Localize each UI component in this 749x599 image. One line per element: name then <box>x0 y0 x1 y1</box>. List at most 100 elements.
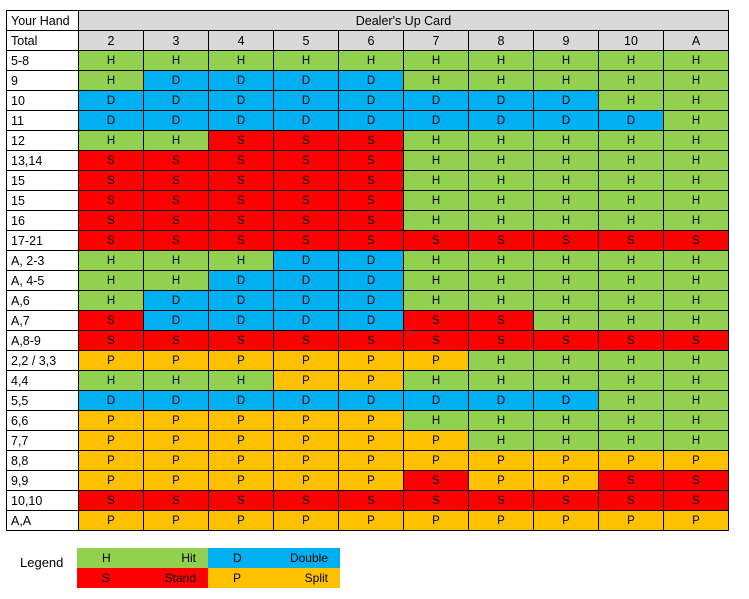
action-cell: D <box>78 90 144 111</box>
action-cell: D <box>273 90 339 111</box>
action-cell: H <box>598 170 664 191</box>
action-cell: S <box>533 330 599 351</box>
action-cell: D <box>338 250 404 271</box>
action-cell: D <box>273 270 339 291</box>
action-cell: H <box>468 410 534 431</box>
action-cell: P <box>403 450 469 471</box>
action-cell: S <box>273 230 339 251</box>
action-cell: S <box>663 470 729 491</box>
action-cell: P <box>273 510 339 531</box>
hand-total-label: 4,4 <box>6 370 79 391</box>
dealer-card-header: 7 <box>403 30 469 51</box>
action-cell: H <box>533 290 599 311</box>
action-cell: D <box>338 390 404 411</box>
hand-total-label: 5,5 <box>6 390 79 411</box>
table-row: A,7 S D D D D S S H H H <box>6 310 729 331</box>
action-cell: P <box>143 450 209 471</box>
action-cell: P <box>143 410 209 431</box>
dealer-card-header: A <box>663 30 729 51</box>
table-row: 12 H H S S S H H H H H <box>6 130 729 151</box>
action-cell: S <box>208 130 274 151</box>
dealer-card-header: 9 <box>533 30 599 51</box>
action-cell: S <box>273 150 339 171</box>
action-cell: H <box>598 410 664 431</box>
action-cell: S <box>78 490 144 511</box>
action-cell: H <box>143 250 209 271</box>
action-cell: S <box>78 190 144 211</box>
action-cell: H <box>598 290 664 311</box>
action-cell: P <box>338 430 404 451</box>
action-cell: D <box>143 390 209 411</box>
dealer-card-header: 3 <box>143 30 209 51</box>
legend-hit-code: H <box>102 551 111 565</box>
action-cell: H <box>143 50 209 71</box>
action-cell: H <box>533 70 599 91</box>
hand-total-label: 2,2 / 3,3 <box>6 350 79 371</box>
action-cell: H <box>143 370 209 391</box>
action-cell: P <box>208 470 274 491</box>
action-cell: D <box>468 90 534 111</box>
hand-total-label: 16 <box>6 210 79 231</box>
action-cell: D <box>208 90 274 111</box>
action-cell: D <box>338 70 404 91</box>
hand-total-label: A,A <box>6 510 79 531</box>
action-cell: S <box>403 470 469 491</box>
action-cell: P <box>78 450 144 471</box>
action-cell: S <box>143 490 209 511</box>
action-cell: D <box>403 390 469 411</box>
action-cell: H <box>663 350 729 371</box>
action-cell: H <box>468 150 534 171</box>
table-row: A, 4-5 H H D D D H H H H H <box>6 270 729 291</box>
action-cell: H <box>598 350 664 371</box>
action-cell: H <box>533 350 599 371</box>
table-row: 17-21 S S S S S S S S S S <box>6 230 729 251</box>
action-cell: P <box>533 470 599 491</box>
header-row-2: Total 2 3 4 5 6 7 8 9 10 A <box>6 30 729 51</box>
table-row: 11 D D D D D D D D D H <box>6 110 729 131</box>
table-row: 9,9 P P P P P S P P S S <box>6 470 729 491</box>
legend-split-label: Split <box>304 571 328 585</box>
hand-total-label: 17-21 <box>6 230 79 251</box>
action-cell: P <box>403 510 469 531</box>
action-cell: H <box>598 270 664 291</box>
action-cell: H <box>468 430 534 451</box>
legend-double: D Double <box>208 548 340 568</box>
action-cell: P <box>663 450 729 471</box>
action-cell: H <box>533 170 599 191</box>
action-cell: S <box>403 310 469 331</box>
action-cell: H <box>468 350 534 371</box>
legend-double-code: D <box>233 551 242 565</box>
action-cell: H <box>143 270 209 291</box>
legend-stand-code: S <box>102 571 111 585</box>
action-cell: H <box>533 430 599 451</box>
action-cell: S <box>273 210 339 231</box>
hand-total-label: 9 <box>6 70 79 91</box>
action-cell: H <box>663 110 729 131</box>
action-cell: H <box>598 210 664 231</box>
action-cell: D <box>143 310 209 331</box>
action-cell: H <box>598 150 664 171</box>
action-cell: S <box>338 190 404 211</box>
action-cell: P <box>273 430 339 451</box>
action-cell: P <box>143 510 209 531</box>
action-cell: S <box>78 150 144 171</box>
action-cell: S <box>143 170 209 191</box>
table-row: 2,2 / 3,3 P P P P P P H H H H <box>6 350 729 371</box>
action-cell: D <box>273 70 339 91</box>
action-cell: D <box>208 290 274 311</box>
action-cell: H <box>468 170 534 191</box>
action-cell: S <box>208 170 274 191</box>
action-cell: S <box>468 230 534 251</box>
dealer-card-header: 2 <box>78 30 144 51</box>
hand-total-label: A,8-9 <box>6 330 79 351</box>
action-cell: H <box>468 210 534 231</box>
hand-total-label: 11 <box>6 110 79 131</box>
action-cell: H <box>533 150 599 171</box>
action-cell: H <box>468 190 534 211</box>
table-row: 7,7 P P P P P P H H H H <box>6 430 729 451</box>
action-cell: P <box>273 470 339 491</box>
hand-total-label: 7,7 <box>6 430 79 451</box>
action-cell: H <box>533 410 599 431</box>
action-cell: S <box>78 210 144 231</box>
